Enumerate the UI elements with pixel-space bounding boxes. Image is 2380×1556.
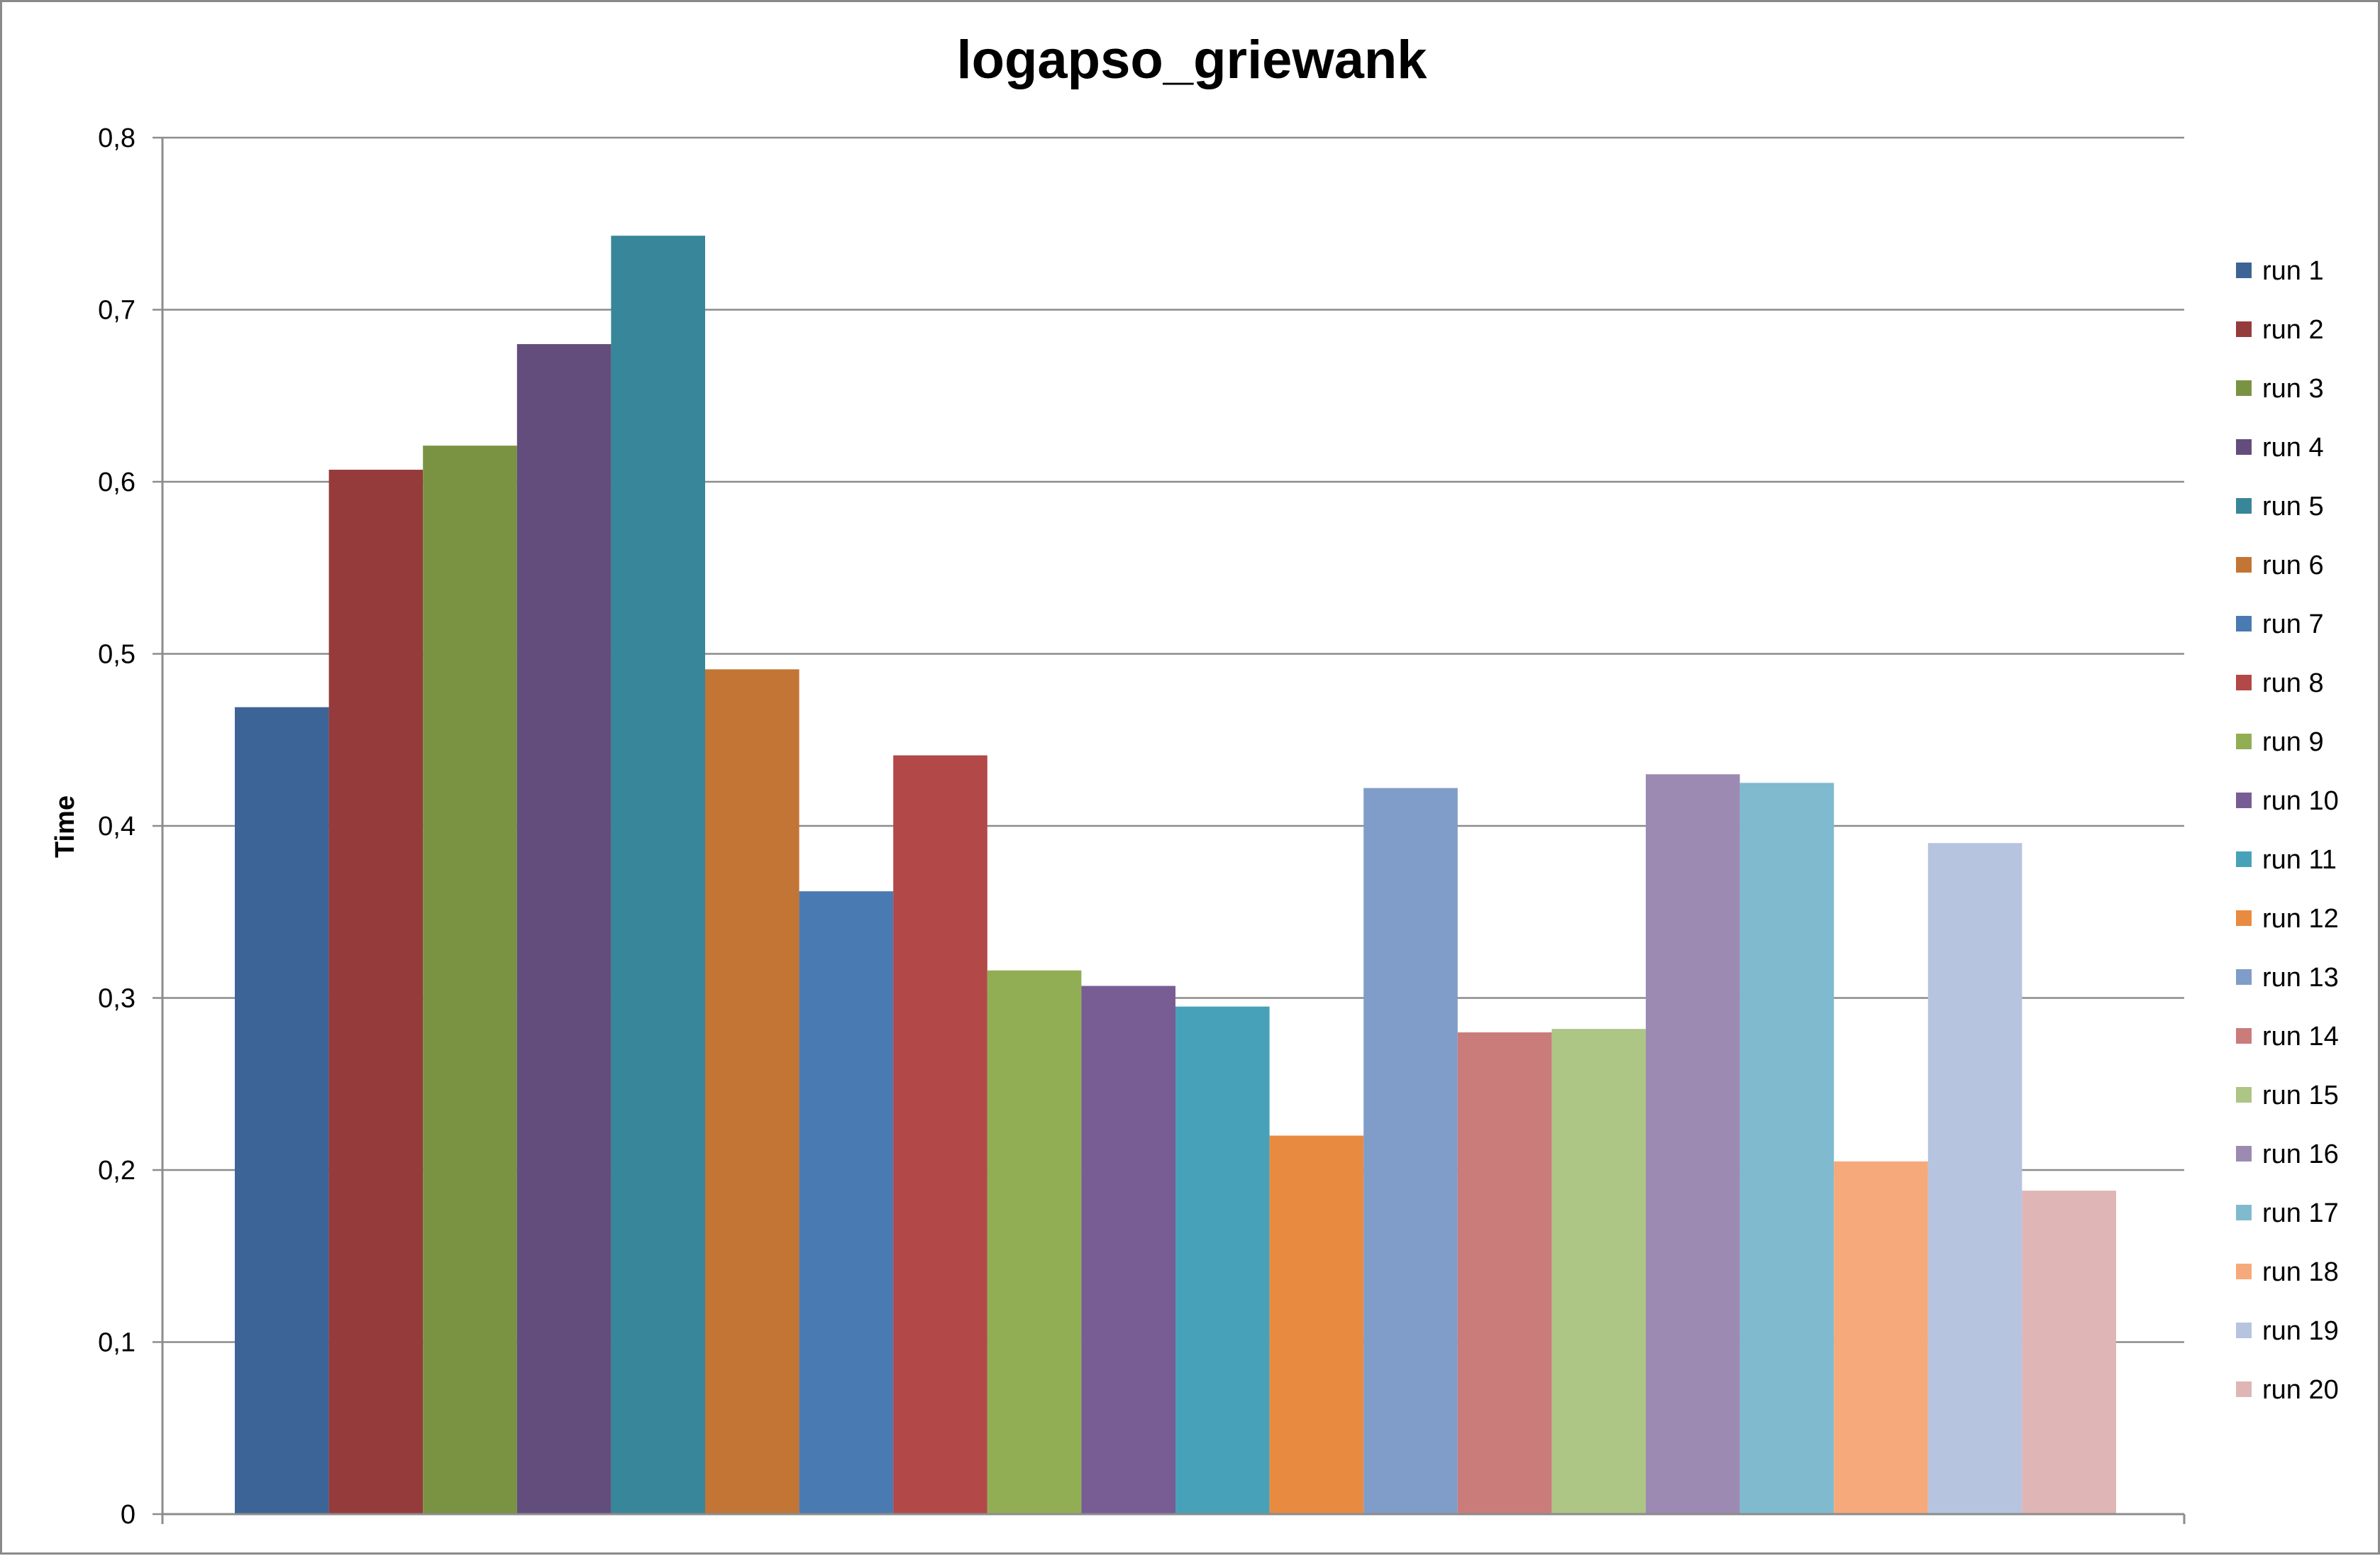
legend-label: run 19 xyxy=(2262,1316,2339,1346)
bar-run-8 xyxy=(893,755,987,1514)
legend-swatch xyxy=(2236,1028,2252,1044)
y-tick-label: 0,6 xyxy=(98,468,135,497)
legend-label: run 14 xyxy=(2262,1022,2339,1052)
y-tick-label: 0,7 xyxy=(98,296,135,326)
legend-label: run 9 xyxy=(2262,727,2324,757)
legend-swatch xyxy=(2236,439,2252,455)
bar-run-6 xyxy=(705,669,799,1515)
legend-swatch xyxy=(2236,793,2252,808)
legend-label: run 5 xyxy=(2262,492,2324,522)
bars-layer xyxy=(235,236,2116,1515)
legend-label: run 18 xyxy=(2262,1257,2339,1287)
ticks-layer: 0 0,1 0,2 0,3 0,4 0,5 0,6 0,7 0,8 xyxy=(98,123,162,1530)
legend-label: run 17 xyxy=(2262,1198,2339,1228)
legend-label: run 8 xyxy=(2262,668,2324,698)
bar-run-13 xyxy=(1363,788,1458,1514)
bar-run-11 xyxy=(1175,1006,1270,1514)
bar-run-19 xyxy=(1927,843,2022,1514)
legend-swatch xyxy=(2236,557,2252,573)
legend-label: run 13 xyxy=(2262,963,2339,993)
legend-swatch xyxy=(2236,851,2252,867)
y-tick-label: 0,5 xyxy=(98,640,135,670)
legend-swatch xyxy=(2236,1264,2252,1279)
y-tick-label: 0,2 xyxy=(98,1156,135,1186)
legend-swatch xyxy=(2236,969,2252,985)
y-tick-label: 0,3 xyxy=(98,984,135,1014)
legend-label: run 4 xyxy=(2262,433,2324,463)
bar-run-17 xyxy=(1739,783,1834,1514)
y-tick-label: 0,4 xyxy=(98,812,135,842)
legend-swatch xyxy=(2236,380,2252,396)
legend-swatch xyxy=(2236,263,2252,278)
bar-run-20 xyxy=(2022,1191,2116,1514)
bar-run-9 xyxy=(987,970,1082,1514)
bar-run-10 xyxy=(1081,986,1175,1514)
legend-swatch xyxy=(2236,1146,2252,1162)
legend-label: run 16 xyxy=(2262,1140,2339,1169)
legend-label: run 10 xyxy=(2262,786,2339,816)
legend: run 1 run 2 run 3 run 4 run 5 run 6 run 7 run 8… xyxy=(2236,256,2339,1405)
bar-run-1 xyxy=(235,707,329,1514)
bar-run-5 xyxy=(611,236,705,1515)
chart-title: logapso_griewank xyxy=(956,30,1427,90)
legend-swatch xyxy=(2236,498,2252,514)
legend-label: run 6 xyxy=(2262,551,2324,580)
legend-label: run 12 xyxy=(2262,904,2339,934)
legend-swatch xyxy=(2236,616,2252,631)
legend-label: run 2 xyxy=(2262,315,2324,345)
legend-swatch xyxy=(2236,1381,2252,1397)
legend-swatch xyxy=(2236,1087,2252,1103)
legend-swatch xyxy=(2236,910,2252,926)
bar-run-16 xyxy=(1646,774,1740,1514)
y-axis-label: Time xyxy=(50,795,80,858)
y-tick-label: 0 xyxy=(121,1500,135,1530)
bar-run-4 xyxy=(516,344,611,1514)
bar-run-15 xyxy=(1551,1029,1646,1514)
bar-run-7 xyxy=(799,891,894,1514)
y-tick-label: 0,8 xyxy=(98,123,135,153)
legend-swatch xyxy=(2236,734,2252,749)
bar-run-14 xyxy=(1457,1032,1552,1514)
legend-label: run 11 xyxy=(2262,845,2337,875)
bar-run-2 xyxy=(328,470,424,1514)
legend-label: run 15 xyxy=(2262,1081,2339,1110)
legend-label: run 7 xyxy=(2262,609,2324,639)
legend-label: run 20 xyxy=(2262,1375,2339,1405)
y-tick-label: 0,1 xyxy=(98,1328,135,1358)
bar-run-18 xyxy=(1834,1161,1928,1514)
legend-label: run 1 xyxy=(2262,256,2324,286)
legend-swatch xyxy=(2236,1205,2252,1220)
bar-run-3 xyxy=(423,446,517,1515)
legend-swatch xyxy=(2236,1323,2252,1338)
bar-run-12 xyxy=(1269,1135,1364,1514)
legend-swatch xyxy=(2236,321,2252,337)
legend-label: run 3 xyxy=(2262,374,2324,404)
legend-swatch xyxy=(2236,675,2252,690)
